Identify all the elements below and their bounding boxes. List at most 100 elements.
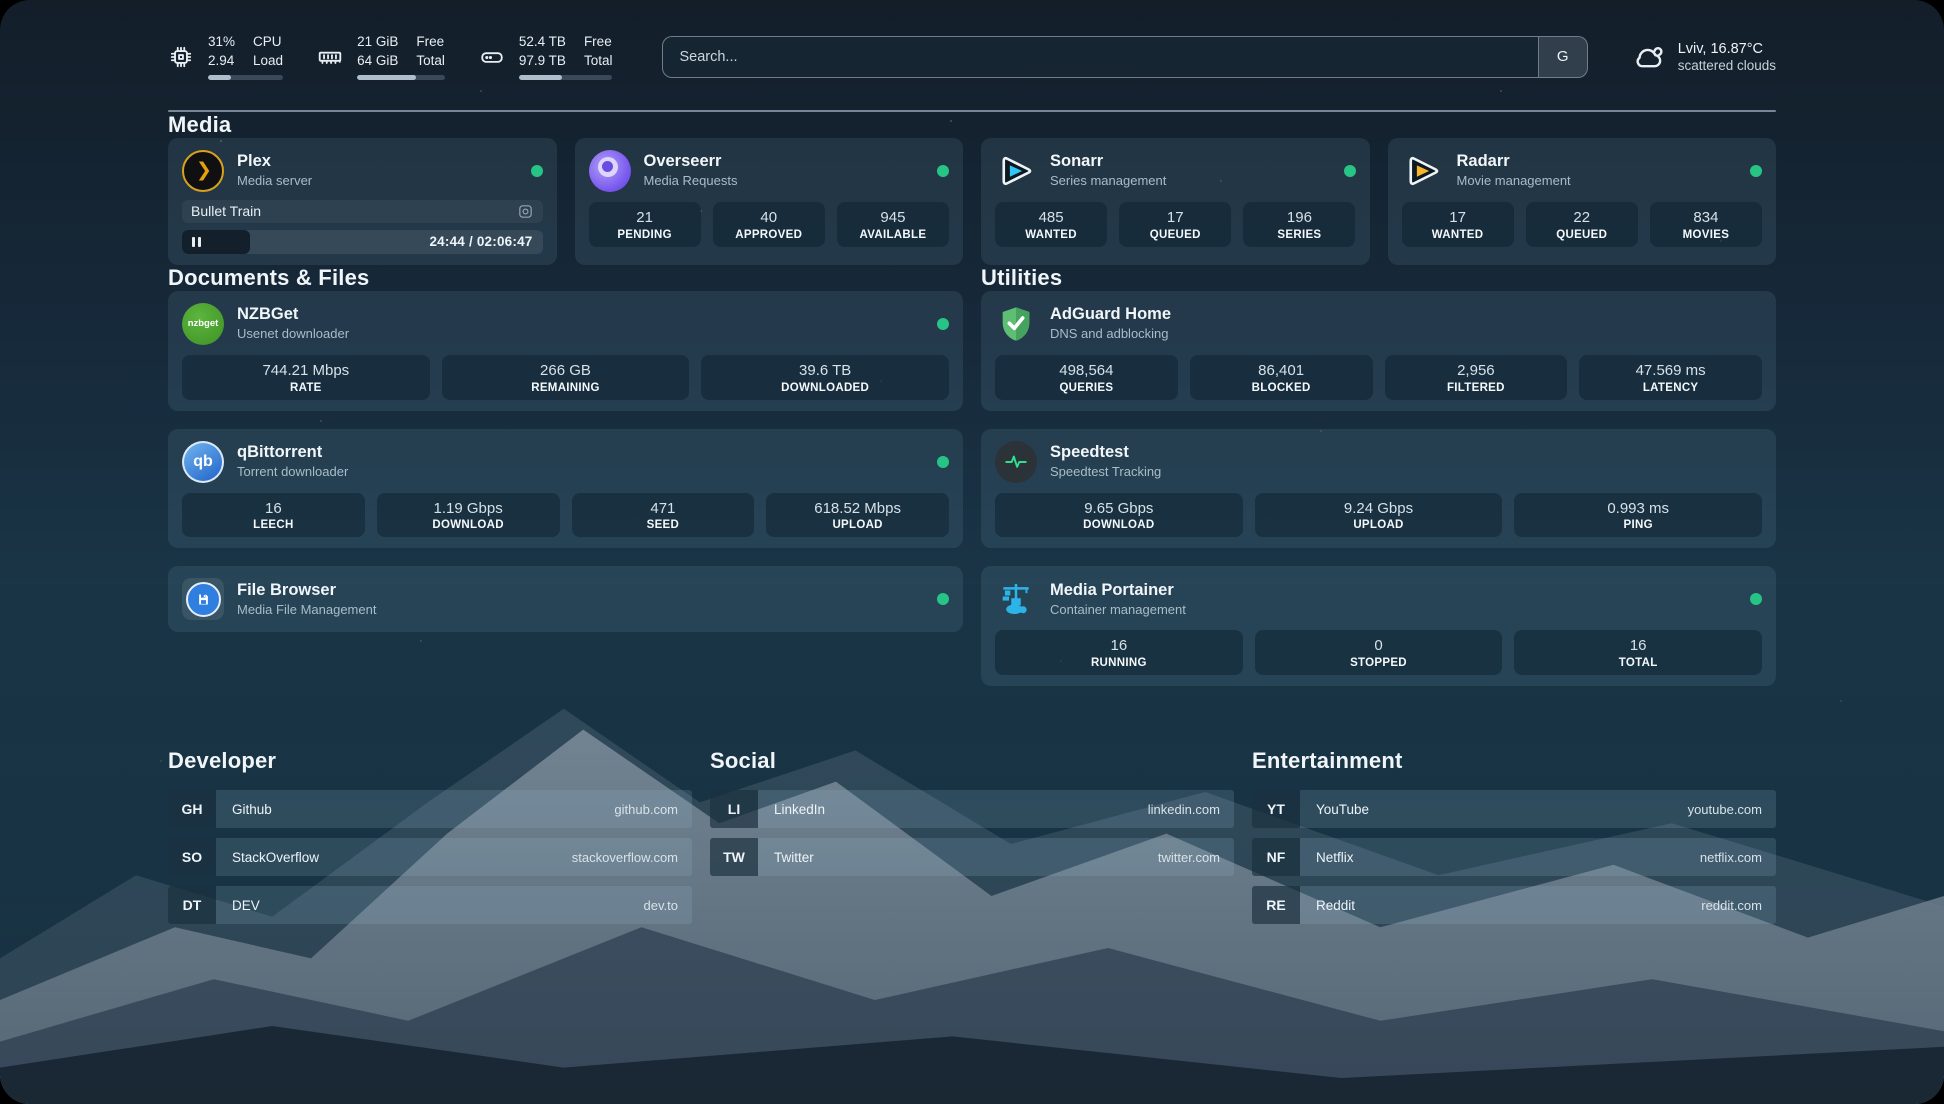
- stat-seed: 471 SEED: [571, 492, 755, 538]
- bookmark-url: github.com: [614, 801, 678, 817]
- app-subtitle: Container management: [1050, 601, 1186, 617]
- stat-remaining: 266 GB REMAINING: [441, 354, 690, 400]
- bookmark-name: YouTube: [1316, 801, 1370, 817]
- section-title-entertainment: Entertainment: [1252, 748, 1403, 773]
- section-title-utilities: Utilities: [981, 264, 1063, 290]
- stat-approved: 40 APPROVED: [712, 201, 825, 247]
- search-provider-button[interactable]: G: [1537, 36, 1587, 77]
- app-card-plex[interactable]: ❯ Plex Media server Bullet Train: [168, 137, 557, 265]
- cpu-progress-bar: [208, 74, 284, 80]
- bookmark-netflix[interactable]: NF Netflix netflix.com: [1252, 838, 1776, 876]
- disk-free-label: Free: [583, 34, 612, 49]
- app-card-qbittorrent[interactable]: qb qBittorrent Torrent downloader 16 LEEC…: [168, 428, 963, 549]
- bookmark-name: Github: [232, 801, 272, 817]
- app-title: Speedtest: [1050, 442, 1129, 461]
- stat-upload: 9.24 Gbps UPLOAD: [1254, 492, 1503, 538]
- section-title-social: Social: [710, 748, 777, 773]
- bookmark-abbr: TW: [710, 838, 758, 876]
- stat-rate: 744.21 Mbps RATE: [182, 354, 430, 400]
- disk-resource-widget: 52.4 TB 97.9 TB Free Total: [479, 34, 613, 80]
- search-bar: G: [662, 35, 1588, 78]
- app-subtitle: Torrent downloader: [237, 463, 349, 479]
- app-card-adguard[interactable]: AdGuard Home DNS and adblocking 498,564 Q…: [981, 290, 1776, 411]
- stat-pending: 21 PENDING: [588, 201, 701, 247]
- status-dot: [1750, 164, 1762, 177]
- bookmark-name: StackOverflow: [232, 849, 320, 865]
- stat-available: 945 AVAILABLE: [836, 201, 949, 247]
- status-dot: [1343, 164, 1356, 177]
- adguard-icon: [995, 303, 1037, 345]
- bookmark-abbr: DT: [168, 886, 216, 924]
- bookmark-youtube[interactable]: YT YouTube youtube.com: [1252, 790, 1776, 828]
- nzbget-icon: nzbget: [182, 302, 224, 345]
- memory-total-label: Total: [416, 52, 445, 68]
- status-dot: [937, 317, 949, 330]
- app-card-filebrowser[interactable]: File Browser Media File Management: [168, 566, 963, 633]
- disk-total: 97.9 TB: [518, 52, 566, 68]
- bookmark-github[interactable]: GH Github github.com: [168, 790, 692, 828]
- status-dot: [530, 164, 543, 177]
- stat-leech: 16 LEECH: [182, 492, 365, 538]
- app-title: Plex: [237, 152, 271, 171]
- bookmark-group-developer: Developer GH Github github.com SO StackO…: [168, 748, 692, 924]
- stat-wanted: 485 WANTED: [995, 201, 1108, 247]
- pause-icon: [192, 236, 201, 247]
- stat-filtered: 2,956 FILTERED: [1384, 354, 1568, 400]
- disk-icon: [479, 44, 505, 70]
- bookmark-dev[interactable]: DT DEV dev.to: [168, 886, 692, 924]
- app-subtitle: Usenet downloader: [237, 326, 350, 342]
- app-subtitle: Media server: [237, 173, 313, 189]
- app-card-speedtest[interactable]: Speedtest Speedtest Tracking 9.65 Gbps DO…: [981, 428, 1776, 549]
- memory-total: 64 GiB: [357, 52, 399, 68]
- weather-widget[interactable]: Lviv, 16.87°C scattered clouds: [1632, 40, 1776, 74]
- bookmark-abbr: SO: [168, 838, 216, 876]
- memory-free: 21 GiB: [357, 34, 399, 49]
- bookmark-name: Reddit: [1316, 897, 1356, 913]
- app-card-overseerr[interactable]: Overseerr Media Requests 21 PENDING 40 APP…: [574, 137, 963, 265]
- portainer-icon: [995, 578, 1037, 620]
- stat-queries: 498,564 QUERIES: [995, 354, 1178, 400]
- bookmark-url: stackoverflow.com: [571, 849, 678, 865]
- bookmark-stackoverflow[interactable]: SO StackOverflow stackoverflow.com: [168, 838, 692, 876]
- stat-ping: 0.993 ms PING: [1514, 492, 1762, 538]
- status-dot: [937, 593, 949, 606]
- radarr-icon: [1402, 150, 1444, 192]
- disk-progress-bar: [518, 74, 613, 80]
- cloud-icon: [1636, 46, 1663, 68]
- now-playing-icon: [517, 203, 534, 220]
- bookmark-twitter[interactable]: TW Twitter twitter.com: [710, 838, 1234, 876]
- app-card-portainer[interactable]: Media Portainer Container management 16 R…: [981, 566, 1776, 686]
- memory-free-label: Free: [416, 34, 445, 49]
- status-dot: [937, 455, 949, 468]
- search-input[interactable]: [663, 36, 1538, 77]
- bookmark-name: DEV: [232, 897, 260, 913]
- playback-progress-bar: 24:44 / 02:06:47: [182, 229, 543, 254]
- stat-wanted: 17 WANTED: [1401, 201, 1514, 247]
- app-title: Overseerr: [643, 152, 722, 171]
- now-playing-row: Bullet Train: [182, 199, 543, 223]
- bookmark-name: Netflix: [1316, 849, 1354, 865]
- bookmark-url: twitter.com: [1157, 849, 1220, 865]
- app-subtitle: Speedtest Tracking: [1050, 463, 1162, 479]
- cpu-percent: 31%: [208, 34, 236, 49]
- section-title-media: Media: [168, 111, 232, 137]
- app-card-nzbget[interactable]: nzbget NZBGet Usenet downloader 744.21 M…: [168, 290, 963, 411]
- app-subtitle: Series management: [1050, 173, 1167, 189]
- bookmark-name: LinkedIn: [774, 801, 826, 817]
- bookmark-reddit[interactable]: RE Reddit reddit.com: [1252, 886, 1776, 924]
- app-card-radarr[interactable]: Radarr Movie management 17 WANTED 22 QUEUE…: [1387, 137, 1776, 265]
- speedtest-icon: [995, 440, 1037, 483]
- app-card-sonarr[interactable]: Sonarr Series management 485 WANTED 17 QUE…: [981, 137, 1370, 265]
- weather-condition: scattered clouds: [1677, 57, 1776, 73]
- bookmark-linkedin[interactable]: LI LinkedIn linkedin.com: [710, 790, 1234, 828]
- bookmark-abbr: RE: [1252, 886, 1300, 924]
- bookmark-abbr: GH: [168, 790, 216, 828]
- app-title: Sonarr: [1050, 152, 1104, 171]
- mountain-background: [0, 584, 1944, 1104]
- now-playing-title: Bullet Train: [191, 203, 262, 220]
- bookmark-abbr: YT: [1252, 790, 1300, 828]
- weather-location-temp: Lviv, 16.87°C: [1677, 40, 1764, 57]
- bookmark-url: reddit.com: [1701, 897, 1762, 913]
- snow-specks: [0, 0, 2, 2]
